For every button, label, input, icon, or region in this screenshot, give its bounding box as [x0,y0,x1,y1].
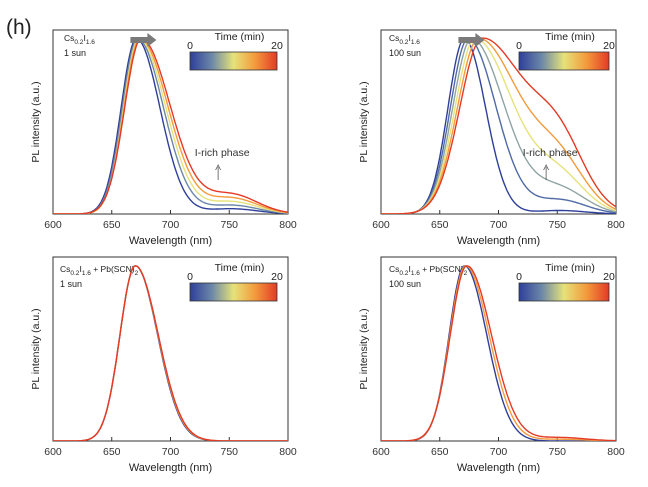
time-colorbar [189,51,278,71]
colorbar-title: Time (min) [215,262,265,274]
sample-composition: Cs0.2I1.6 [64,33,95,46]
x-axis-title: Wavelength (nm) [457,462,540,474]
sample-composition: Cs0.2I1.6 + Pb(SCN)2 [389,264,468,277]
x-tick-label: 600 [44,446,62,458]
annotation-arrowhead-icon [543,164,549,171]
x-tick-label: 650 [431,446,449,458]
x-tick-label: 650 [103,446,121,458]
figure-label: (h) [6,16,32,39]
x-tick-label: 750 [220,446,238,458]
colorbar-title: Time (min) [215,31,265,43]
y-axis-title: PL intensity (a.u.) [30,308,42,389]
x-tick-label: 600 [44,219,62,231]
spectrum-line [53,37,288,214]
x-tick-label: 600 [372,219,390,231]
colorbar-min-label: 0 [187,271,193,283]
series-group [53,265,288,441]
x-tick-label: 750 [548,219,566,231]
y-axis-title: PL intensity (a.u.) [358,308,370,389]
chart-panel-1: 600 650 700 750 800 Wavelength (nm) PL intensi… [30,29,297,247]
colorbar-max-label: 20 [603,271,615,283]
colorbar-max-label: 20 [603,40,615,52]
colorbar-title: Time (min) [545,262,595,274]
i-rich-phase-annotation: I-rich phase [195,147,250,159]
sample-composition: Cs0.2I1.6 [389,33,420,46]
x-axis-title: Wavelength (nm) [129,235,212,247]
spectrum-line [381,37,616,214]
x-tick-label: 700 [162,446,180,458]
colorbar-min-label: 0 [187,40,193,52]
y-axis-title: PL intensity (a.u.) [30,81,42,162]
i-rich-phase-annotation: I-rich phase [523,147,578,159]
x-tick-label: 800 [279,219,297,231]
x-tick-label: 700 [162,219,180,231]
spectrum-line [381,265,616,441]
colorbar-min-label: 0 [516,40,522,52]
x-axis-title: Wavelength (nm) [457,235,540,247]
chart-panel-3: 600 650 700 750 800 Wavelength (nm) PL intensi… [30,256,297,474]
redshift-arrow-icon [130,33,157,47]
series-group [53,37,288,214]
x-axis-title: Wavelength (nm) [129,462,212,474]
time-colorbar [518,282,610,302]
illumination-condition: 100 sun [389,279,421,289]
x-tick-label: 800 [279,446,297,458]
time-colorbar [518,51,610,71]
series-group [381,265,616,441]
y-axis-title: PL intensity (a.u.) [358,81,370,162]
x-tick-label: 700 [490,219,508,231]
illumination-condition: 100 sun [389,48,421,58]
redshift-arrow-icon [458,33,485,47]
annotation-arrowhead-icon [215,164,221,171]
illumination-condition: 1 sun [60,279,82,289]
series-group [381,37,616,214]
x-tick-label: 650 [103,219,121,231]
time-colorbar [189,282,278,302]
illumination-condition: 1 sun [64,48,86,58]
x-tick-label: 750 [220,219,238,231]
chart-panel-4: 600 650 700 750 800 Wavelength (nm) PL intensi… [358,256,625,474]
colorbar-title: Time (min) [545,31,595,43]
colorbar-max-label: 20 [271,40,283,52]
x-tick-label: 700 [490,446,508,458]
x-tick-label: 800 [607,219,625,231]
x-tick-label: 750 [548,446,566,458]
x-tick-label: 600 [372,446,390,458]
chart-panel-2: 600 650 700 750 800 Wavelength (nm) PL intensi… [358,29,625,247]
x-tick-label: 800 [607,446,625,458]
sample-composition: Cs0.2I1.6 + Pb(SCN)2 [60,264,139,277]
colorbar-min-label: 0 [516,271,522,283]
spectrum-line [53,265,288,441]
colorbar-max-label: 20 [271,271,283,283]
x-tick-label: 650 [431,219,449,231]
